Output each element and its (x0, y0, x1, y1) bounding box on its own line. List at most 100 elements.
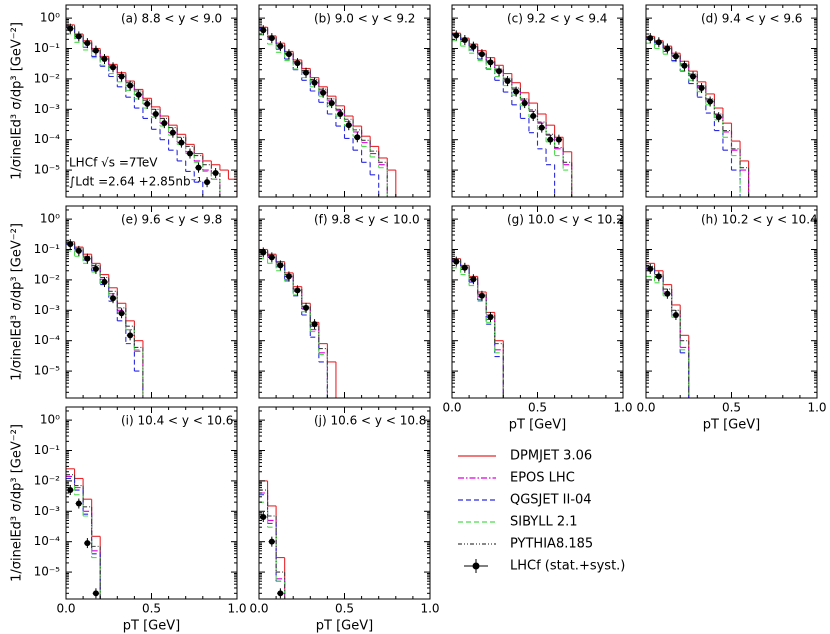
panel-label: (g) 10.0 < y < 10.2 (507, 213, 624, 227)
x-axis-label: pT [GeV] (123, 619, 180, 634)
panel: (f) 9.8 < y < 10.0 (258, 205, 431, 399)
y-tick-label: 10⁰ (40, 11, 60, 25)
step-riser (460, 260, 504, 398)
y-tick-label: 10⁻⁴ (34, 132, 61, 146)
data-point (664, 290, 671, 297)
x-tick-label: 1.0 (227, 602, 246, 616)
step-riser (654, 38, 741, 197)
data-point (311, 79, 318, 86)
x-tick-label: 1.0 (613, 401, 632, 415)
panel-frame (451, 4, 624, 198)
x-tick-label: 0.5 (528, 401, 547, 415)
step-riser (460, 34, 573, 197)
plot-area (66, 239, 144, 398)
x-tick-label: 0.5 (722, 401, 741, 415)
data-point (690, 73, 697, 80)
data-point (320, 89, 327, 96)
data-point (260, 513, 267, 520)
data-point (328, 100, 335, 107)
data-point (715, 114, 722, 121)
data-point (303, 304, 310, 311)
x-tick-label: 0.0 (249, 602, 268, 616)
y-tick-label: 10⁻⁴ (34, 534, 61, 548)
plot-area (259, 480, 286, 599)
data-point (470, 43, 477, 50)
step-riser (267, 34, 388, 197)
step-riser (654, 263, 690, 398)
data-point (285, 51, 292, 58)
y-tick-label: 10⁻³ (34, 303, 61, 317)
step-riser (460, 267, 504, 398)
x-axis-label: pT [GeV] (703, 418, 760, 433)
data-point (212, 170, 219, 177)
plot-area (646, 262, 690, 398)
data-point (478, 292, 485, 299)
legend-label: QGSJET II-04 (510, 493, 592, 508)
data-point (303, 69, 310, 76)
plot-area (452, 256, 504, 398)
data-point (337, 110, 344, 117)
panel-label: (a) 8.8 < y < 9.0 (121, 12, 222, 26)
panel: (c) 9.2 < y < 9.4 (451, 4, 624, 198)
data-point (110, 295, 117, 302)
data-point (487, 59, 494, 66)
x-axis-label: pT [GeV] (316, 619, 373, 634)
step-riser (74, 26, 221, 197)
y-axis-label: 1/σinelEd³ σ/dp³ [GeV⁻²] (10, 424, 25, 582)
panel-frame (451, 205, 624, 399)
y-tick-label: 10⁻¹ (34, 242, 61, 256)
data-point (277, 43, 284, 50)
data-point (92, 590, 99, 597)
data-point (101, 56, 108, 63)
data-point (127, 332, 134, 339)
data-point (67, 487, 74, 494)
y-axis-label: 1/σinelEd³ σ/dp³ [GeV⁻²] (10, 22, 25, 180)
step-riser (460, 260, 504, 398)
data-point (101, 279, 108, 286)
data-point (513, 88, 520, 95)
y-tick-label: 10⁻³ (34, 102, 61, 116)
data-point (204, 179, 211, 186)
data-point (311, 321, 318, 328)
x-tick-label: 0.0 (442, 401, 461, 415)
plot-area (646, 33, 750, 197)
panel-label: (i) 10.4 < y < 10.6 (121, 414, 233, 428)
step-riser (74, 241, 144, 398)
data-point (92, 265, 99, 272)
data-point (75, 500, 82, 507)
x-tick-label: 0.0 (56, 602, 75, 616)
data-point (294, 287, 301, 294)
panel-label: (j) 10.6 < y < 10.8 (314, 414, 426, 428)
plot-area (66, 23, 237, 197)
step-riser (74, 485, 101, 599)
data-point (521, 100, 528, 107)
panel: 0.0 0.5 1.0 pT [GeV] (g) 10.0 < y < 10.2 (442, 205, 633, 433)
data-point (681, 62, 688, 69)
legend-label: EPOS LHC (510, 471, 575, 486)
panel-label: (h) 10.2 < y < 10.4 (701, 213, 818, 227)
panel-frame (65, 4, 238, 198)
y-tick-label: 10⁻² (34, 71, 61, 85)
data-point (453, 258, 460, 265)
data-point (144, 100, 151, 107)
y-tick-label: 10⁻¹ (34, 41, 61, 55)
legend-label: DPMJET 3.06 (510, 449, 592, 464)
data-point (110, 64, 117, 71)
data-point (672, 53, 679, 60)
x-tick-label: 0.5 (335, 602, 354, 616)
panel-frame (258, 406, 431, 600)
plot-area (259, 247, 337, 398)
step-riser (654, 43, 741, 197)
panel-frame (65, 406, 238, 600)
panel: 10⁻⁵ 10⁻⁴ 10⁻³ 10⁻² 10⁻¹ 10⁰ 0.0 0.5 1.0 pT [GeV]… (34, 406, 247, 634)
data-point (478, 51, 485, 58)
data-point (260, 27, 267, 34)
data-point (127, 82, 134, 89)
data-point (67, 241, 74, 248)
data-point (345, 122, 352, 129)
data-point (538, 124, 545, 131)
panel-frame (65, 205, 238, 399)
plot-area (66, 468, 101, 599)
data-point (496, 68, 503, 75)
